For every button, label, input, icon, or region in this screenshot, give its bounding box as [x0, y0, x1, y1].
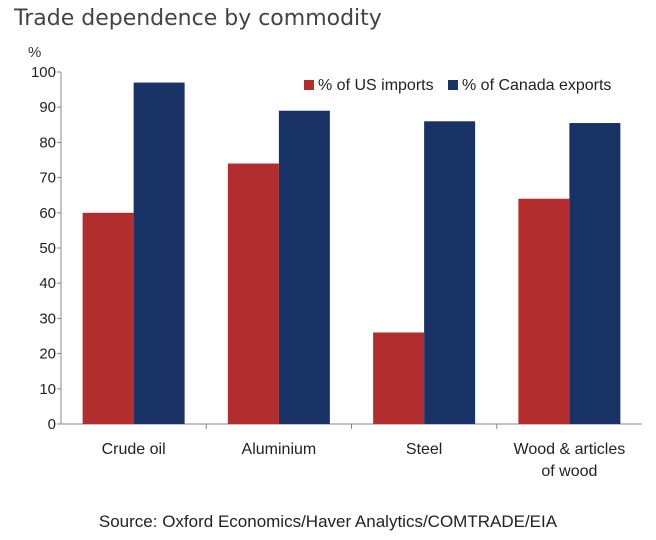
bar-canada-exports: [133, 82, 185, 424]
legend-label-us-imports: % of US imports: [318, 77, 434, 94]
y-tick-label: 60: [39, 205, 56, 222]
y-tick-label: 40: [39, 275, 56, 292]
bar-us-imports: [518, 198, 570, 424]
y-tick-label: 50: [39, 240, 56, 257]
bar-canada-exports: [424, 121, 476, 424]
y-tick-label: 70: [39, 170, 56, 187]
x-category-label: Steel: [406, 441, 442, 458]
y-tick-label: 80: [39, 134, 56, 151]
y-axis-unit-label: %: [28, 44, 42, 61]
y-tick-label: 0: [48, 416, 56, 433]
bar-us-imports: [82, 212, 134, 424]
legend-label-canada-exports: % of Canada exports: [462, 77, 611, 94]
bar-us-imports: [227, 163, 279, 424]
x-category-label: Wood & articles of wood: [514, 441, 626, 480]
bar-canada-exports: [278, 110, 330, 424]
y-tick-label: 100: [31, 64, 56, 81]
y-tick-label: 90: [39, 99, 56, 116]
chart-title: Trade dependence by commodity: [14, 6, 382, 31]
y-tick-label: 20: [39, 346, 56, 363]
x-category-label: Aluminium: [242, 441, 317, 458]
legend-swatch-canada-exports: [448, 80, 458, 90]
legend-swatch-us-imports: [304, 80, 314, 90]
source-note: Source: Oxford Economics/Haver Analytics…: [98, 512, 558, 531]
bar-us-imports: [373, 332, 425, 424]
bar-canada-exports: [569, 123, 621, 424]
x-category-label: Crude oil: [102, 441, 166, 458]
y-tick-label: 30: [39, 310, 56, 327]
y-tick-label: 10: [39, 381, 56, 398]
